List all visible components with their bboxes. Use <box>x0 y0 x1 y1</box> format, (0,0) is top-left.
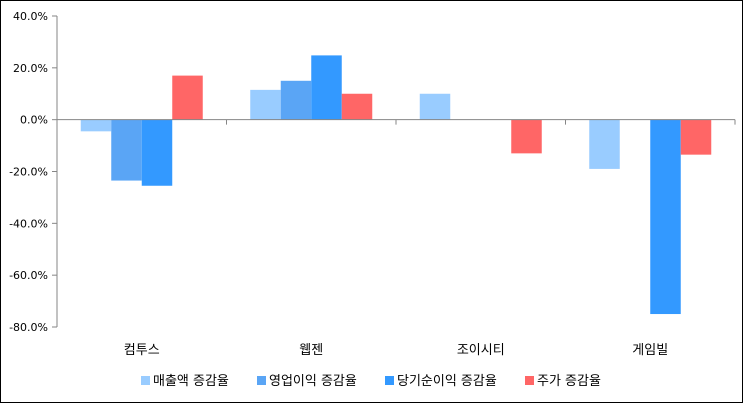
legend-swatch <box>141 376 150 385</box>
y-tick-label: -40.0% <box>9 217 48 230</box>
bar <box>511 119 542 154</box>
y-tick-label: -60.0% <box>9 269 48 282</box>
legend-label: 주가 증감율 <box>537 374 601 389</box>
legend-swatch <box>525 376 534 385</box>
y-tick-label: 0.0% <box>20 114 48 127</box>
bar <box>419 93 451 120</box>
bar <box>111 119 142 181</box>
y-tick-label: 20.0% <box>13 62 48 75</box>
bar <box>650 119 681 315</box>
bar <box>80 119 112 132</box>
bar <box>680 119 712 155</box>
bars <box>80 55 712 315</box>
legend-swatch <box>385 376 394 385</box>
bar <box>250 89 281 120</box>
y-tick-label: -80.0% <box>9 321 48 334</box>
bar <box>341 93 373 120</box>
legend-label: 영업이익 증감율 <box>269 374 357 389</box>
y-tick-label: 40.0% <box>13 10 48 23</box>
category-label: 컴투스 <box>124 343 160 358</box>
bar <box>141 119 173 186</box>
legend-label: 매출액 증감율 <box>153 374 229 389</box>
y-tick-label: -20.0% <box>9 166 48 179</box>
category-label: 조이시티 <box>457 343 505 358</box>
y-axis: -80.0% -60.0% -40.0% -20.0% 0.0% 20.0% 40.0% <box>9 10 58 334</box>
category-label: 웹젠 <box>299 343 323 358</box>
bar <box>172 75 203 120</box>
category-label: 게임빌 <box>632 343 668 358</box>
legend-label: 당기순이익 증감율 <box>397 374 497 389</box>
legend: 매출액 증감율 영업이익 증감율 당기순이익 증감율 주가 증감율 <box>141 374 601 389</box>
bar <box>280 80 312 120</box>
legend-swatch <box>257 376 266 385</box>
bar <box>589 119 620 169</box>
bar <box>311 55 342 120</box>
x-axis: 컴투스 웹젠 조이시티 게임빌 <box>56 119 736 358</box>
